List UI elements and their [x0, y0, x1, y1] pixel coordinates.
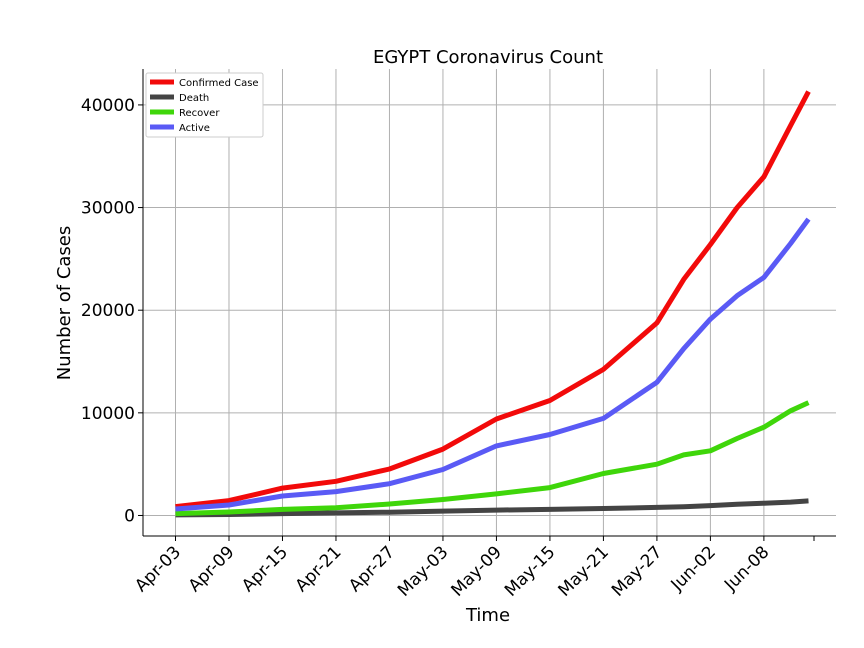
legend: Confirmed Case Death Recover Active	[145, 72, 264, 138]
y-tick-label: 10000	[81, 404, 135, 424]
x-tick-label: May-03	[394, 542, 452, 600]
series-line-recover	[175, 400, 810, 517]
x-tick-label: May-15	[501, 542, 559, 600]
x-tick-label: May-21	[555, 542, 613, 600]
series-line-active	[175, 217, 811, 512]
y-tick-label: 40000	[81, 96, 135, 116]
legend-label-confirmed: Confirmed Case	[179, 78, 259, 89]
x-tick-label: Jun-02	[667, 542, 720, 595]
y-tick-label: 30000	[81, 199, 135, 219]
axes	[142, 69, 836, 537]
x-tick-label: Apr-15	[238, 542, 292, 596]
legend-label-recover: Recover	[179, 108, 220, 119]
legend-label-active: Active	[179, 123, 210, 134]
x-tick-label: May-27	[608, 542, 666, 600]
grid-lines	[143, 69, 836, 536]
x-tick-label: Apr-09	[185, 542, 239, 596]
x-tick-label: Apr-03	[131, 542, 185, 596]
x-axis-label: Time	[465, 605, 510, 626]
y-axis-label: Number of Cases	[54, 226, 75, 381]
x-tick-label: Apr-27	[345, 542, 399, 596]
legend-label-death: Death	[179, 93, 209, 104]
series-lines	[175, 90, 811, 518]
x-tick-label: Apr-21	[292, 542, 346, 596]
legend-box	[145, 72, 264, 138]
series-line-death	[175, 498, 809, 518]
chart-title: EGYPT Coronavirus Count	[373, 47, 603, 68]
y-tick-label: 0	[124, 506, 135, 526]
series-line-confirmed-case	[175, 90, 811, 510]
x-tick-label: Jun-08	[720, 542, 773, 595]
x-tick-label: May-09	[448, 542, 506, 600]
y-tick-label: 20000	[81, 301, 135, 321]
